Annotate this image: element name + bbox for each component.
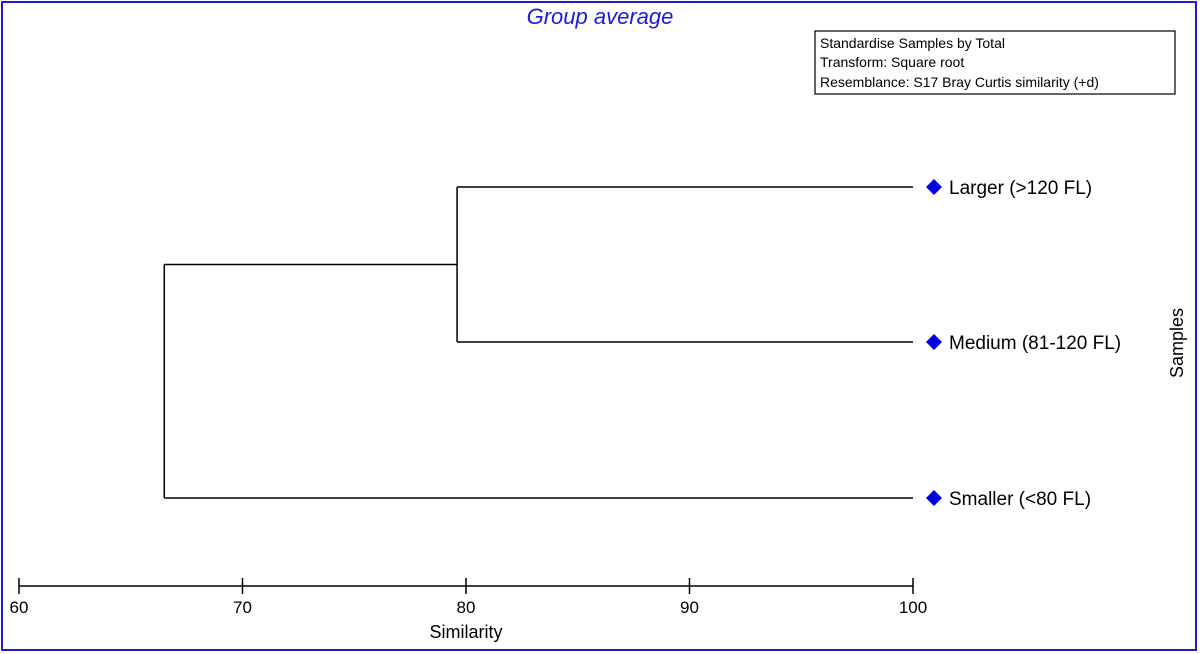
dendrogram-leaves: Larger (>120 FL) Medium (81-120 FL) Smalle… (926, 178, 1121, 510)
x-axis-title: Similarity (429, 622, 502, 642)
leaf-marker-3 (926, 490, 942, 506)
x-tick-label-90: 90 (680, 598, 699, 617)
info-box: Standardise Samples by Total Transform: … (814, 30, 1176, 95)
x-axis: 60 70 80 90 100 (10, 578, 927, 617)
leaf-label-2: Medium (81-120 FL) (949, 333, 1121, 354)
dendrogram-branches (163, 186, 913, 499)
chart-title: Group average (527, 4, 674, 29)
leaf-marker-2 (926, 334, 942, 350)
y-axis-title: Samples (1167, 308, 1187, 378)
x-tick-label-80: 80 (457, 598, 476, 617)
x-tick-label-100: 100 (899, 598, 927, 617)
x-tick-label-60: 60 (10, 598, 29, 617)
info-line-standardise: Standardise Samples by Total (820, 35, 1005, 51)
info-box-border (814, 30, 1176, 95)
leaf-marker-1 (926, 179, 942, 195)
info-line-resemblance: Resemblance: S17 Bray Curtis similarity … (820, 74, 1099, 90)
info-line-transform: Transform: Square root (820, 54, 964, 70)
leaf-label-3: Smaller (<80 FL) (949, 489, 1091, 510)
x-tick-label-70: 70 (233, 598, 252, 617)
leaf-label-1: Larger (>120 FL) (949, 178, 1092, 199)
